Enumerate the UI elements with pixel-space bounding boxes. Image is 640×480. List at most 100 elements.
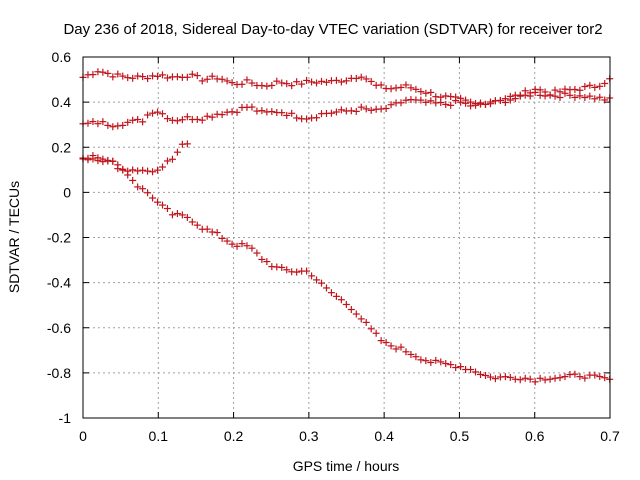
data-point <box>104 69 112 77</box>
data-point <box>173 117 181 125</box>
y-tick-label: 0.2 <box>52 139 72 155</box>
y-tick-label: -0.6 <box>47 320 71 336</box>
data-point <box>258 255 266 263</box>
plot-frame <box>82 56 611 419</box>
data-point <box>412 85 420 93</box>
data-point <box>139 73 147 81</box>
data-point <box>332 292 340 300</box>
data-point <box>561 373 569 381</box>
data-point <box>422 89 430 97</box>
data-point <box>238 80 246 88</box>
data-point <box>139 118 147 126</box>
data-point <box>119 121 127 129</box>
x-tick-label: 0.5 <box>450 428 470 444</box>
data-point <box>417 88 425 96</box>
data-point <box>213 229 221 237</box>
data-point <box>163 157 171 165</box>
data-point <box>481 371 489 379</box>
data-point <box>506 373 514 381</box>
data-point <box>576 373 584 381</box>
data-point <box>218 111 226 119</box>
data-point <box>427 97 435 105</box>
x-tick-label: 0.4 <box>374 428 394 444</box>
data-point <box>566 91 574 99</box>
x-tick-label: 0.7 <box>600 428 620 444</box>
data-point <box>233 242 241 250</box>
series-rising <box>79 140 191 176</box>
data-point <box>248 79 256 87</box>
data-point <box>581 83 589 91</box>
data-point <box>357 73 365 81</box>
data-point <box>591 95 599 103</box>
data-point <box>228 240 236 248</box>
data-point <box>337 78 345 86</box>
data-point <box>601 96 609 104</box>
data-point <box>397 83 405 91</box>
data-point <box>193 72 201 80</box>
data-point <box>173 210 181 218</box>
data-point <box>516 376 524 384</box>
data-point <box>89 71 97 79</box>
data-point <box>114 165 122 173</box>
data-point <box>119 166 127 174</box>
data-point <box>124 171 132 179</box>
data-point <box>243 76 251 84</box>
data-point <box>109 73 117 81</box>
data-point <box>278 79 286 87</box>
data-point <box>347 107 355 115</box>
data-point <box>511 95 519 103</box>
data-point <box>422 357 430 365</box>
data-point <box>109 123 117 131</box>
data-point <box>496 96 504 104</box>
data-point <box>377 337 385 345</box>
data-point <box>223 237 231 245</box>
data-point <box>99 118 107 126</box>
data-point <box>308 78 316 86</box>
data-point <box>367 106 375 114</box>
x-tick-label: 0 <box>79 428 87 444</box>
data-point <box>541 92 549 100</box>
y-axis-title: SDTVAR / TECUs <box>6 181 22 293</box>
data-point <box>183 140 191 148</box>
data-point <box>442 360 450 368</box>
data-point <box>154 72 162 80</box>
data-point <box>571 93 579 101</box>
data-point <box>596 82 604 90</box>
tick-labels: 0 0.1 0.2 0.3 0.4 0.5 0.6 0.7 -1 -0.8 -0.6 -0.4 -0.2… <box>47 49 620 444</box>
data-point <box>208 72 216 80</box>
series-falling <box>79 155 614 386</box>
data-point <box>536 91 544 99</box>
data-point <box>163 74 171 82</box>
data-point <box>218 234 226 242</box>
y-tick-label: 0 <box>63 184 71 200</box>
data-point <box>293 114 301 122</box>
data-point <box>526 92 534 100</box>
data-point <box>417 356 425 364</box>
data-point <box>571 370 579 378</box>
data-point <box>218 75 226 83</box>
data-point <box>526 375 534 383</box>
data-point <box>178 116 186 124</box>
data-point <box>144 111 152 119</box>
data-point <box>601 79 609 87</box>
data-point <box>491 375 499 383</box>
data-point <box>129 166 137 174</box>
data-point <box>163 205 171 213</box>
data-point <box>313 276 321 284</box>
data-point <box>144 75 152 83</box>
data-point <box>228 79 236 87</box>
data-point <box>193 115 201 123</box>
data-point <box>154 166 162 174</box>
data-point <box>521 91 529 99</box>
data-point <box>387 101 395 109</box>
data-point <box>377 81 385 89</box>
data-point <box>268 108 276 116</box>
data-point <box>427 359 435 367</box>
data-point <box>84 119 92 127</box>
data-point <box>119 72 127 80</box>
grid <box>83 57 610 418</box>
data-point <box>536 374 544 382</box>
data-point <box>129 74 137 82</box>
data-point <box>298 80 306 88</box>
data-point <box>183 213 191 221</box>
